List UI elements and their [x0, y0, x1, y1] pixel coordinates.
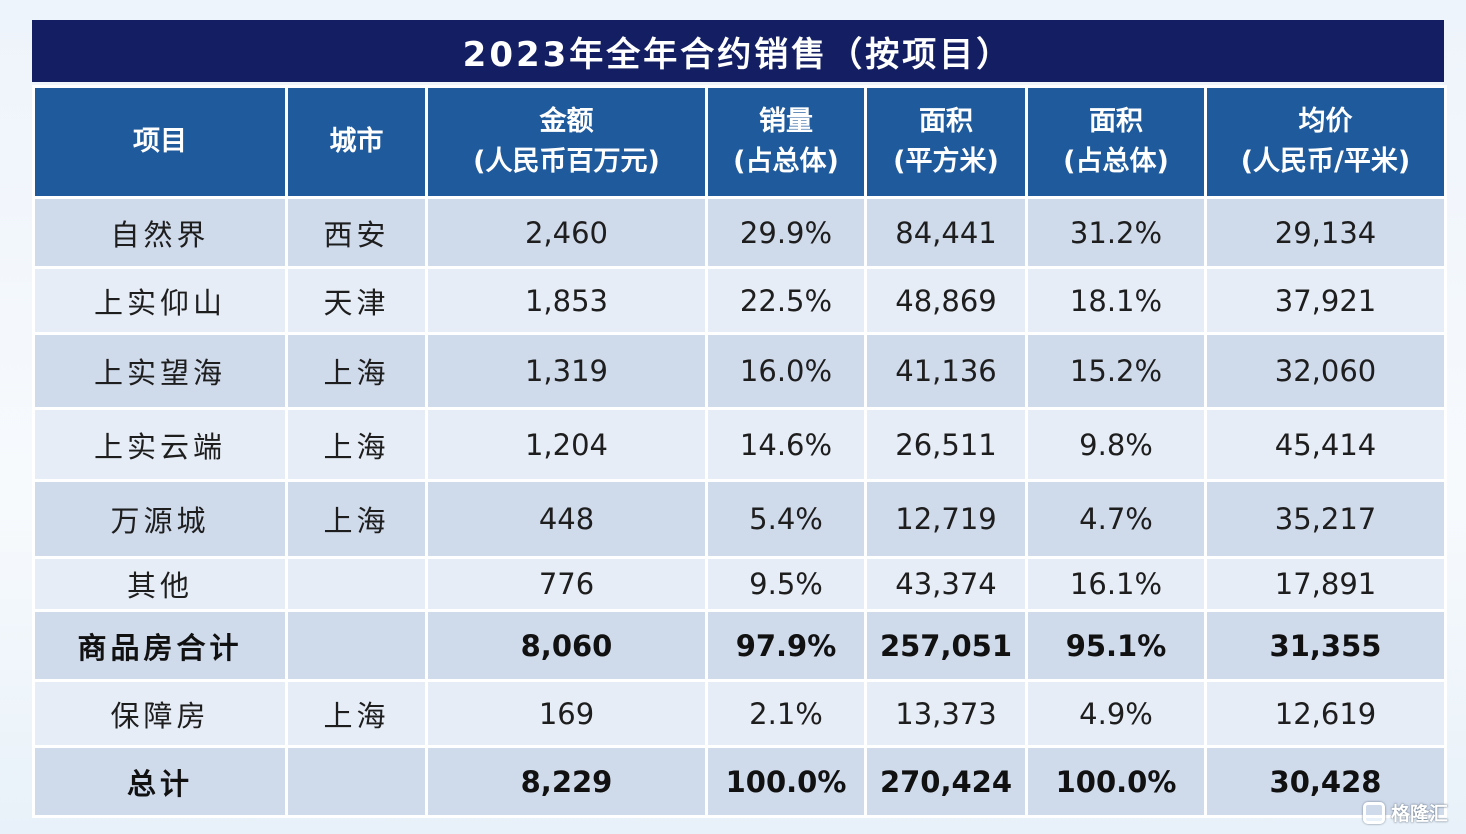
- cell-project: 保障房: [32, 679, 288, 748]
- header-sales-share: 销量 (占总体): [705, 85, 867, 199]
- cell-sales-share: 14.6%: [705, 407, 867, 482]
- cell-area: 41,136: [864, 332, 1028, 410]
- cell-area: 12,719: [864, 479, 1028, 559]
- sales-table-panel: 2023年全年合约销售（按项目） 项目 城市 金额 (人民币百万元) 销量 (占总体…: [32, 20, 1447, 818]
- cell-sales-share: 100.0%: [705, 745, 867, 818]
- cell-area-share: 4.7%: [1025, 479, 1207, 559]
- cell-amount: 776: [425, 556, 708, 612]
- cell-city: 上海: [285, 479, 428, 559]
- cell-amount: 1,319: [425, 332, 708, 410]
- cell-avg-price: 35,217: [1204, 479, 1447, 559]
- cell-city: 天津: [285, 266, 428, 335]
- cell-city: 西安: [285, 196, 428, 269]
- cell-area-share: 16.1%: [1025, 556, 1207, 612]
- cell-avg-price: 31,355: [1204, 609, 1447, 682]
- cell-area: 84,441: [864, 196, 1028, 269]
- cell-city: [285, 745, 428, 818]
- cell-area: 43,374: [864, 556, 1028, 612]
- table-row: 上实云端 上海 1,204 14.6% 26,511 9.8% 45,414: [32, 407, 1447, 482]
- cell-avg-price: 17,891: [1204, 556, 1447, 612]
- table-title: 2023年全年合约销售（按项目）: [32, 20, 1444, 82]
- cell-project: 总计: [32, 745, 288, 818]
- header-area-share: 面积 (占总体): [1025, 85, 1207, 199]
- cell-area-share: 100.0%: [1025, 745, 1207, 818]
- table-row: 上实望海 上海 1,319 16.0% 41,136 15.2% 32,060: [32, 332, 1447, 410]
- watermark: 格隆汇: [1362, 799, 1448, 826]
- gelonghui-logo-icon: [1362, 801, 1385, 824]
- cell-project: 上实仰山: [32, 266, 288, 335]
- table-row: 其他 776 9.5% 43,374 16.1% 17,891: [32, 556, 1447, 612]
- header-amount: 金额 (人民币百万元): [425, 85, 708, 199]
- table-row: 保障房 上海 169 2.1% 13,373 4.9% 12,619: [32, 679, 1447, 748]
- cell-area: 13,373: [864, 679, 1028, 748]
- cell-project: 自然界: [32, 196, 288, 269]
- cell-sales-share: 2.1%: [705, 679, 867, 748]
- cell-sales-share: 16.0%: [705, 332, 867, 410]
- cell-amount: 8,060: [425, 609, 708, 682]
- cell-sales-share: 9.5%: [705, 556, 867, 612]
- cell-sales-share: 22.5%: [705, 266, 867, 335]
- table-row: 自然界 西安 2,460 29.9% 84,441 31.2% 29,134: [32, 196, 1447, 269]
- table-row: 总计 8,229 100.0% 270,424 100.0% 30,428: [32, 745, 1447, 818]
- header-project: 项目: [32, 85, 288, 199]
- header-city: 城市: [285, 85, 428, 199]
- cell-project: 商品房合计: [32, 609, 288, 682]
- cell-area: 270,424: [864, 745, 1028, 818]
- cell-sales-share: 97.9%: [705, 609, 867, 682]
- cell-avg-price: 30,428: [1204, 745, 1447, 818]
- cell-city: 上海: [285, 332, 428, 410]
- table-row: 商品房合计 8,060 97.9% 257,051 95.1% 31,355: [32, 609, 1447, 682]
- cell-amount: 8,229: [425, 745, 708, 818]
- cell-amount: 448: [425, 479, 708, 559]
- table-row: 上实仰山 天津 1,853 22.5% 48,869 18.1% 37,921: [32, 266, 1447, 335]
- header-row: 项目 城市 金额 (人民币百万元) 销量 (占总体) 面积 (平方米) 面积 (占总体)…: [32, 85, 1447, 199]
- cell-area-share: 15.2%: [1025, 332, 1207, 410]
- cell-area: 48,869: [864, 266, 1028, 335]
- cell-project: 万源城: [32, 479, 288, 559]
- cell-avg-price: 32,060: [1204, 332, 1447, 410]
- cell-city: [285, 556, 428, 612]
- cell-sales-share: 29.9%: [705, 196, 867, 269]
- cell-avg-price: 45,414: [1204, 407, 1447, 482]
- cell-project: 其他: [32, 556, 288, 612]
- cell-area-share: 95.1%: [1025, 609, 1207, 682]
- cell-avg-price: 37,921: [1204, 266, 1447, 335]
- cell-amount: 1,204: [425, 407, 708, 482]
- cell-avg-price: 29,134: [1204, 196, 1447, 269]
- cell-project: 上实望海: [32, 332, 288, 410]
- cell-avg-price: 12,619: [1204, 679, 1447, 748]
- cell-area-share: 9.8%: [1025, 407, 1207, 482]
- cell-city: [285, 609, 428, 682]
- cell-project: 上实云端: [32, 407, 288, 482]
- cell-area: 257,051: [864, 609, 1028, 682]
- cell-area-share: 4.9%: [1025, 679, 1207, 748]
- table-row: 万源城 上海 448 5.4% 12,719 4.7% 35,217: [32, 479, 1447, 559]
- header-avg-price: 均价 (人民币/平米): [1204, 85, 1447, 199]
- cell-area: 26,511: [864, 407, 1028, 482]
- cell-amount: 1,853: [425, 266, 708, 335]
- sales-table: 项目 城市 金额 (人民币百万元) 销量 (占总体) 面积 (平方米) 面积 (占总体)…: [32, 85, 1447, 818]
- cell-city: 上海: [285, 407, 428, 482]
- cell-area-share: 18.1%: [1025, 266, 1207, 335]
- cell-city: 上海: [285, 679, 428, 748]
- cell-amount: 2,460: [425, 196, 708, 269]
- cell-amount: 169: [425, 679, 708, 748]
- cell-sales-share: 5.4%: [705, 479, 867, 559]
- cell-area-share: 31.2%: [1025, 196, 1207, 269]
- watermark-text: 格隆汇: [1390, 803, 1448, 825]
- header-area: 面积 (平方米): [864, 85, 1028, 199]
